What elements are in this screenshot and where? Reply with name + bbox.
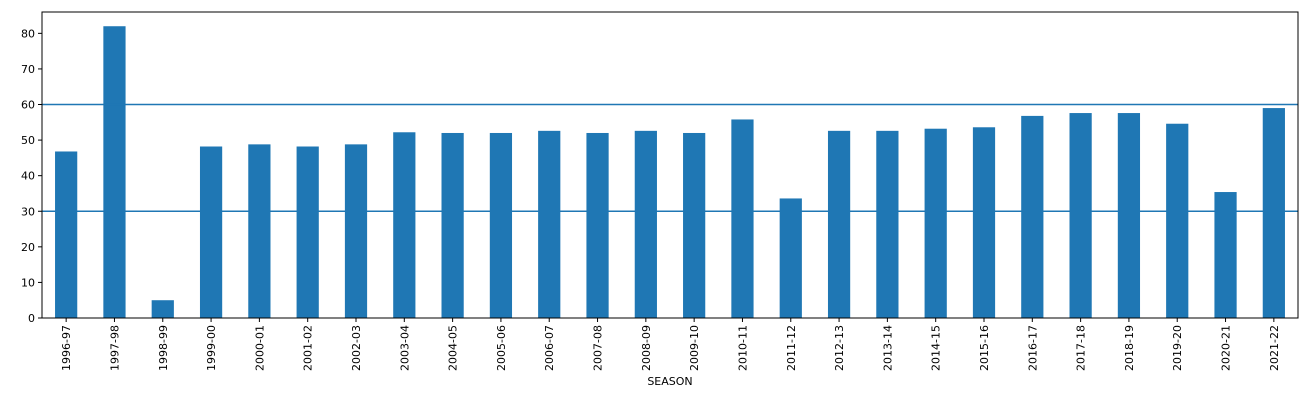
bar-1996-97 [55, 151, 78, 318]
y-tick-label: 30 [21, 205, 35, 218]
bar-2008-09 [634, 130, 657, 318]
x-tick-label: 1997-98 [108, 325, 121, 371]
x-tick-label: 2009-10 [688, 325, 701, 371]
x-tick-label: 2005-06 [495, 325, 508, 371]
bar-1998-99 [151, 300, 174, 318]
bar-2012-13 [827, 130, 851, 318]
bar-2019-20 [1166, 123, 1189, 318]
x-tick-label: 2018-19 [1123, 325, 1136, 371]
y-tick-label: 10 [21, 276, 35, 289]
bar-2000-01 [248, 144, 271, 318]
x-tick-label: 2021-22 [1268, 325, 1281, 371]
x-axis-title: SEASON [647, 375, 692, 388]
x-tick-label: 2003-04 [398, 325, 411, 371]
x-tick-label: 2007-08 [592, 325, 605, 371]
x-tick-label: 2011-12 [785, 325, 798, 371]
bar-2004-05 [441, 132, 464, 318]
x-tick-label: 2016-17 [1026, 325, 1039, 371]
y-tick-label: 0 [28, 312, 35, 325]
plot-frame [41, 11, 1299, 319]
x-tick-label: 2008-09 [640, 325, 653, 371]
x-tick-label: 2013-14 [881, 325, 894, 371]
x-tick-label: 2010-11 [736, 325, 749, 371]
bar-2017-18 [1069, 113, 1092, 318]
bar-2020-21 [1214, 192, 1237, 318]
bar-2009-10 [683, 132, 706, 318]
x-tick-label: 2019-20 [1171, 325, 1184, 371]
bar-1997-98 [103, 26, 126, 318]
bar-2010-11 [731, 119, 754, 319]
bar-1999-00 [199, 146, 223, 318]
y-tick-label: 80 [21, 27, 35, 40]
bar-2007-08 [586, 132, 609, 318]
x-tick-label: 1996-97 [60, 325, 73, 371]
x-tick-label: 2015-16 [978, 325, 991, 371]
bar-2015-16 [972, 127, 996, 318]
y-tick-label: 60 [21, 99, 35, 112]
bar-2016-17 [1021, 115, 1044, 319]
bar-2006-07 [538, 130, 561, 318]
bar-2005-06 [489, 132, 513, 318]
bar-2014-15 [924, 128, 947, 318]
x-tick-label: 2001-02 [302, 325, 315, 371]
bar-2001-02 [296, 146, 319, 318]
x-tick-label: 1998-99 [157, 325, 170, 371]
reference-lines [42, 103, 1298, 213]
x-tick-label: 2000-01 [253, 325, 266, 371]
bar-2011-12 [779, 198, 802, 318]
x-axis: 1996-97 1997-98 1998-99 1999-00 2000-01 2001-… [60, 318, 1281, 371]
x-tick-label: 2012-13 [833, 325, 846, 371]
y-tick-label: 50 [21, 134, 35, 147]
y-tick-label: 70 [21, 63, 35, 76]
bar-2018-19 [1117, 113, 1141, 318]
x-tick-label: 2020-21 [1220, 325, 1233, 371]
bar-2021-22 [1262, 108, 1285, 318]
x-tick-label: 2006-07 [543, 325, 556, 371]
bars-group [55, 26, 1285, 319]
x-tick-label: 2014-15 [930, 325, 943, 371]
y-tick-label: 40 [21, 170, 35, 183]
x-tick-label: 2017-18 [1075, 325, 1088, 371]
y-tick-label: 20 [21, 241, 35, 254]
bar-2003-04 [393, 132, 416, 318]
x-tick-label: 2004-05 [447, 325, 460, 371]
bar-2002-03 [344, 144, 368, 318]
bar-2013-14 [876, 130, 899, 318]
x-tick-label: 1999-00 [205, 325, 218, 371]
y-axis: 0 10 20 30 40 50 60 70 80 [21, 27, 42, 325]
x-tick-label: 2002-03 [350, 325, 363, 371]
